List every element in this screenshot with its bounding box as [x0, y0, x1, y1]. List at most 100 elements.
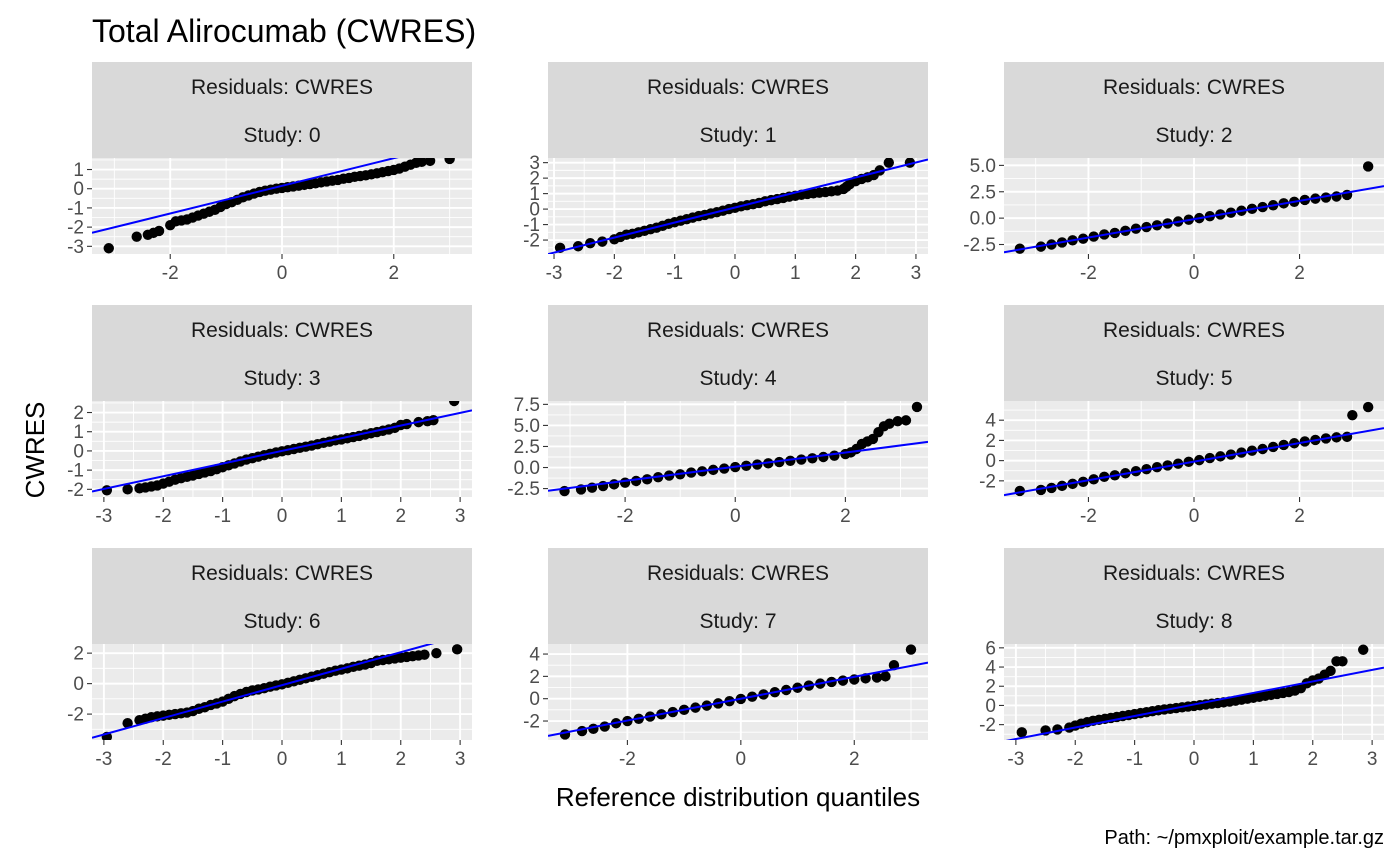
- qq-reference-line: [92, 158, 399, 234]
- x-tick-label: -2: [619, 749, 636, 770]
- y-tick-label: 0: [529, 200, 540, 221]
- x-tick-label: 0: [730, 263, 741, 284]
- x-tick-label: 0: [1189, 506, 1200, 527]
- x-tick-label: 2: [388, 263, 399, 284]
- qq-point: [1347, 409, 1358, 421]
- qq-point: [448, 401, 460, 407]
- qq-point: [774, 456, 785, 468]
- y-tick-label: 2: [529, 169, 540, 190]
- x-tick-label: 3: [911, 263, 922, 284]
- qq-point: [818, 451, 829, 463]
- y-tick-label: 0: [73, 674, 84, 695]
- y-tick-label: 2.5: [970, 182, 996, 203]
- qq-point: [807, 453, 818, 464]
- strip-label-study: Study: 4: [699, 367, 776, 390]
- x-tick-label: 2: [1294, 506, 1305, 527]
- x-tick-label: -1: [1126, 749, 1143, 770]
- facet-panel-4: Residuals: CWRES Study: 4 -2 0 2 -2.50.02.55.…: [507, 305, 928, 527]
- x-tick-label: 1: [336, 506, 347, 527]
- facet-strip: [1004, 548, 1384, 644]
- qq-point: [559, 729, 571, 740]
- qq-point: [419, 649, 430, 660]
- strip-label-residuals: Residuals: CWRES: [191, 562, 373, 585]
- y-tick-label: -2: [523, 712, 540, 733]
- x-tick-label: 1: [1248, 749, 1259, 770]
- strip-label-residuals: Residuals: CWRES: [191, 319, 373, 342]
- qq-point: [911, 401, 923, 413]
- qq-point: [122, 484, 133, 495]
- qq-point: [900, 415, 912, 426]
- y-tick-label: 0: [73, 441, 84, 462]
- qq-point: [785, 455, 796, 466]
- strip-label-residuals: Residuals: CWRES: [647, 562, 829, 585]
- qq-reference-line: [548, 158, 928, 254]
- y-tick-label: 0: [985, 696, 996, 717]
- y-tick-label: 5.0: [970, 156, 996, 177]
- y-tick-label: 3: [529, 153, 540, 174]
- qq-reference-line: [1004, 185, 1384, 254]
- qq-point: [871, 672, 883, 683]
- facet-strip: [548, 548, 928, 644]
- qq-point: [1358, 644, 1369, 655]
- facet-strip: [548, 62, 928, 158]
- qq-point: [1325, 665, 1336, 677]
- x-tick-label: 0: [1189, 749, 1200, 770]
- x-tick-label: -3: [546, 263, 563, 284]
- y-tick-label: -2: [67, 218, 84, 239]
- strip-label-study: Study: 5: [1155, 367, 1232, 390]
- qq-reference-line: [1005, 666, 1384, 740]
- strip-label-residuals: Residuals: CWRES: [647, 319, 829, 342]
- grid: [548, 158, 928, 254]
- qq-point: [1016, 727, 1028, 738]
- x-tick-label: 1: [790, 263, 801, 284]
- strip-label-study: Study: 1: [699, 124, 776, 147]
- qq-reference-line: [548, 661, 928, 737]
- x-tick-label: -1: [214, 506, 231, 527]
- chart-title: Total Alirocumab (CWRES): [92, 13, 476, 49]
- qq-point: [892, 416, 903, 427]
- y-tick-label: -2: [523, 231, 540, 252]
- x-tick-label: 1: [336, 749, 347, 770]
- facet-strip: [1004, 305, 1384, 401]
- strip-label-study: Study: 0: [243, 124, 320, 147]
- qq-point: [905, 644, 917, 655]
- x-tick-label: 2: [849, 749, 860, 770]
- y-tick-label: 2: [73, 644, 84, 665]
- y-tick-label: -2: [67, 705, 84, 726]
- x-tick-label: -1: [214, 749, 231, 770]
- facet-strip: [92, 305, 472, 401]
- x-tick-label: -2: [155, 506, 172, 527]
- y-tick-label: 1: [73, 422, 84, 443]
- caption: Path: ~/pmxploit/example.tar.gz: [1104, 827, 1384, 849]
- qq-point: [451, 644, 463, 655]
- strip-label-study: Study: 7: [699, 610, 776, 633]
- y-tick-label: -1: [67, 198, 84, 219]
- qq-reference-line: [1004, 427, 1384, 497]
- qq-point: [122, 718, 133, 729]
- qq-point: [619, 477, 631, 488]
- x-tick-label: -2: [1080, 263, 1097, 284]
- qq-point: [829, 450, 840, 461]
- y-tick-label: 2.5: [514, 437, 540, 458]
- x-tick-label: 0: [736, 749, 747, 770]
- strip-label-study: Study: 8: [1155, 610, 1232, 633]
- x-tick-label: -2: [162, 263, 179, 284]
- x-tick-label: 2: [1294, 263, 1305, 284]
- facet-panel-6: Residuals: CWRES Study: 6 -3 -2 -1 0 1 2 3 -2 0 2: [67, 548, 472, 770]
- x-axis-title: Reference distribution quantiles: [556, 782, 920, 812]
- x-tick-label: 2: [850, 263, 861, 284]
- facet-strip: [92, 548, 472, 644]
- x-tick-label: 0: [277, 749, 288, 770]
- y-tick-label: -1: [67, 461, 84, 482]
- x-tick-label: 0: [277, 506, 288, 527]
- strip-label-study: Study: 3: [243, 367, 320, 390]
- y-tick-label: 1: [73, 160, 84, 181]
- facet-strip: [548, 305, 928, 401]
- y-tick-label: 4: [529, 645, 540, 666]
- y-tick-label: 4: [985, 658, 996, 679]
- x-tick-label: 2: [395, 506, 406, 527]
- qq-points: [559, 401, 923, 497]
- x-tick-label: 3: [455, 506, 466, 527]
